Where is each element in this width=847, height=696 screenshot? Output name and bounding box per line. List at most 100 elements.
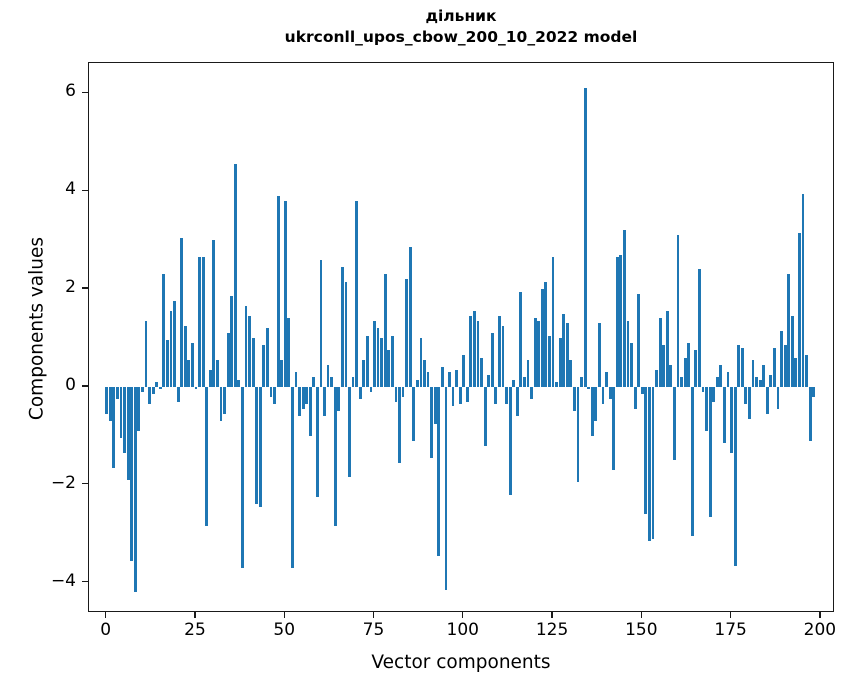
bar bbox=[123, 386, 126, 453]
bar bbox=[412, 386, 416, 441]
x-tick-label: 125 bbox=[535, 620, 569, 640]
bar bbox=[640, 386, 644, 395]
bar bbox=[676, 235, 680, 387]
x-tick-mark bbox=[819, 612, 821, 618]
bar bbox=[669, 364, 673, 387]
bar bbox=[312, 377, 316, 387]
bar bbox=[755, 377, 759, 387]
bar bbox=[226, 333, 230, 387]
chart-title-line-1: дільник bbox=[425, 7, 497, 25]
bar bbox=[537, 320, 541, 387]
bar bbox=[812, 386, 816, 397]
bar bbox=[569, 360, 573, 387]
bar bbox=[112, 386, 116, 468]
bar bbox=[108, 386, 112, 422]
bar bbox=[262, 345, 266, 387]
bar bbox=[315, 386, 319, 498]
bar bbox=[758, 379, 762, 387]
bar bbox=[805, 355, 809, 387]
bar bbox=[740, 347, 744, 387]
y-tick-mark bbox=[82, 91, 88, 93]
bar-series bbox=[89, 63, 833, 611]
bar bbox=[255, 386, 259, 505]
x-axis-label: Vector components bbox=[371, 652, 551, 673]
bar bbox=[580, 377, 584, 387]
bar bbox=[305, 386, 309, 405]
bar bbox=[308, 386, 312, 436]
bar bbox=[276, 196, 280, 387]
bar bbox=[119, 386, 123, 439]
x-tick-label: 25 bbox=[184, 620, 206, 640]
bar bbox=[501, 325, 505, 387]
bar bbox=[437, 386, 441, 556]
bar bbox=[387, 350, 391, 387]
bar bbox=[283, 200, 287, 387]
x-tick-mark bbox=[462, 612, 464, 618]
bar bbox=[673, 386, 676, 461]
bar bbox=[140, 386, 144, 392]
bar bbox=[644, 386, 648, 515]
bar bbox=[362, 360, 366, 387]
bar bbox=[483, 386, 487, 446]
bar bbox=[319, 259, 323, 387]
x-tick-label: 50 bbox=[273, 620, 296, 640]
bar bbox=[115, 386, 119, 400]
bar bbox=[551, 257, 555, 387]
bar bbox=[751, 360, 755, 387]
y-tick-mark bbox=[82, 581, 88, 583]
bar bbox=[183, 325, 187, 387]
bar bbox=[680, 377, 684, 387]
bar bbox=[698, 269, 701, 387]
bar bbox=[519, 291, 523, 387]
bar bbox=[269, 386, 273, 397]
chart-title: дільник ukrconll_upos_cbow_200_10_2022 m… bbox=[88, 6, 834, 48]
bar bbox=[526, 360, 530, 387]
bar bbox=[248, 315, 251, 387]
bar bbox=[240, 386, 244, 568]
bar bbox=[773, 347, 776, 387]
y-axis-label: Components values bbox=[26, 236, 48, 421]
bar bbox=[801, 193, 805, 387]
x-tick-mark bbox=[283, 612, 285, 618]
bar bbox=[605, 372, 609, 387]
x-tick-label: 200 bbox=[803, 620, 837, 640]
bar bbox=[715, 377, 719, 387]
bar bbox=[615, 257, 619, 387]
bar bbox=[394, 386, 398, 402]
bar bbox=[223, 386, 226, 414]
y-tick-label: 2 bbox=[65, 277, 76, 298]
bar bbox=[301, 386, 305, 409]
bar bbox=[490, 333, 494, 387]
bar bbox=[433, 386, 437, 424]
bar bbox=[662, 345, 666, 387]
bar bbox=[162, 274, 166, 387]
bar bbox=[765, 386, 769, 414]
bar bbox=[215, 360, 219, 387]
x-tick-mark bbox=[372, 612, 375, 618]
x-tick-label: 150 bbox=[625, 620, 658, 640]
bar bbox=[465, 386, 469, 402]
bar bbox=[708, 386, 712, 517]
bar bbox=[783, 345, 787, 387]
bar bbox=[469, 315, 473, 387]
x-tick-mark bbox=[640, 612, 642, 618]
plot-area bbox=[88, 62, 834, 612]
bar bbox=[494, 386, 498, 405]
bar bbox=[480, 357, 484, 387]
bar bbox=[265, 328, 269, 387]
bar bbox=[398, 386, 401, 463]
bar bbox=[126, 386, 130, 480]
bar bbox=[612, 386, 616, 471]
bar bbox=[326, 364, 330, 387]
bar bbox=[665, 311, 669, 387]
bar bbox=[630, 342, 634, 387]
bar bbox=[198, 257, 201, 387]
bar bbox=[587, 386, 591, 390]
y-tick-label: 6 bbox=[65, 81, 76, 102]
x-tick-mark bbox=[105, 612, 107, 618]
bar bbox=[787, 274, 791, 387]
bar bbox=[565, 323, 569, 387]
bar bbox=[423, 360, 426, 387]
bar bbox=[165, 340, 169, 387]
